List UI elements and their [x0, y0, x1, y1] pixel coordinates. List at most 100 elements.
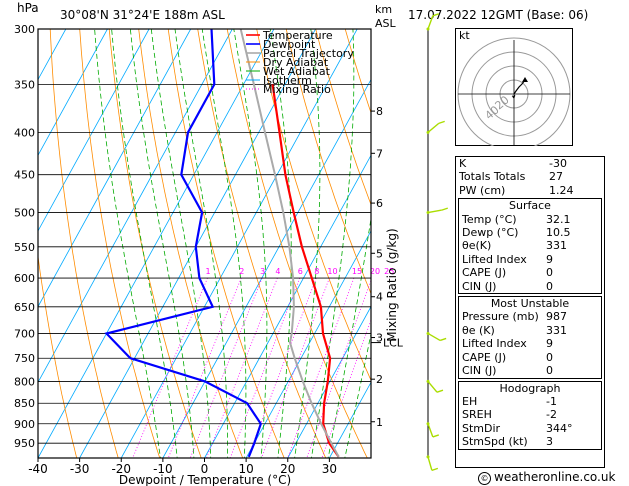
- indices-panel: K -30 Totals Totals 27 PW (cm) 1.24 Surface…: [455, 156, 605, 468]
- index-value: 27: [549, 170, 563, 184]
- x-tick-label: 20: [280, 462, 295, 476]
- dry-adiabat-line: [285, 29, 371, 295]
- isotherm-line: [38, 29, 192, 308]
- location-title: 30°08'N 31°24'E 188m ASL: [60, 8, 225, 22]
- mixing-ratio-line: [167, 277, 242, 458]
- footer-text[interactable]: weatheronline.co.uk: [494, 470, 616, 484]
- isotherm-line: [204, 154, 371, 458]
- hodograph-box-title: Hodograph: [499, 381, 561, 395]
- isotherm-line: [79, 29, 316, 458]
- surface-row: Temp (°C) 32.1: [459, 213, 601, 226]
- surface-key: CIN (J): [462, 279, 497, 293]
- mixing-ratio-label: 25: [384, 267, 394, 276]
- wet-adiabat-line: [327, 215, 371, 458]
- x-axis-label: Dewpoint / Temperature (°C): [119, 473, 291, 486]
- most-unstable-key: θe (K): [462, 323, 495, 337]
- surface-value: 9: [546, 252, 553, 266]
- mixing-ratio-line: [321, 318, 371, 458]
- wind-barbs: [426, 13, 449, 472]
- most-unstable-value: 0: [546, 364, 553, 378]
- wind-barb-flag: [439, 337, 447, 342]
- x-tick-label: -40: [28, 462, 48, 476]
- km-tick-label: 8: [376, 105, 383, 118]
- dry-adiabat-line: [197, 29, 327, 458]
- index-key: K: [459, 157, 467, 170]
- storm-motion-marker: [511, 94, 516, 99]
- pressure-tick-label: 750: [14, 352, 35, 365]
- hodograph-value: -2: [546, 408, 557, 422]
- most-unstable-value: 331: [546, 323, 567, 337]
- wind-barb: [427, 209, 442, 214]
- lcl-label: LCL: [383, 337, 404, 350]
- surface-key: Lifted Index: [462, 252, 527, 266]
- hodograph-value: -1: [546, 394, 557, 408]
- background-lines: [38, 29, 629, 458]
- most-unstable-box: Most Unstable Pressure (mb) 987 θe (K) 331…: [458, 296, 602, 379]
- wind-barb-dot: [426, 130, 430, 134]
- hodograph-row: StmDir 344°: [459, 422, 601, 435]
- km-axis: 8 7 6 5 4 3 2 1 LCL: [371, 105, 404, 429]
- dry-adiabat-line: [38, 253, 78, 458]
- wind-barb-flag: [436, 389, 444, 393]
- mixing-ratio-line: [247, 277, 317, 458]
- wind-barb: [427, 456, 433, 471]
- mixing-ratio-label: 3: [260, 267, 265, 276]
- km-tick-label: 4: [376, 291, 383, 304]
- wind-barb-flag: [438, 120, 445, 125]
- legend-parcel: Parcel Trajectory: [263, 47, 354, 60]
- asl-label: ASL: [375, 17, 397, 30]
- mixing-ratio-line: [306, 279, 371, 458]
- mixing-ratio-labels: 1 2 3 4 6 8 10 15 20 25: [206, 267, 395, 276]
- index-row: PW (cm) 1.24: [456, 184, 604, 197]
- surface-title: Surface: [509, 199, 551, 213]
- surface-value: 0: [546, 266, 553, 280]
- pressure-tick-label: 950: [14, 437, 35, 450]
- dry-adiabat-line: [167, 29, 285, 458]
- wet-adiabat-line: [174, 29, 229, 458]
- wet-adiabat-line: [111, 29, 178, 458]
- legend-mixing-ratio: Mixing Ratio: [263, 83, 331, 96]
- pressure-tick-label: 400: [14, 126, 35, 139]
- x-tick-label: -10: [153, 462, 173, 476]
- mixing-ratio-line: [189, 277, 263, 458]
- surface-value: 331: [546, 239, 567, 253]
- dry-adiabat-line: [611, 29, 629, 458]
- wind-barb: [427, 380, 438, 393]
- y-axis-label: Mixing Ratio (g/kg): [385, 228, 399, 341]
- legend-dewpoint: Dewpoint: [263, 38, 316, 51]
- pressure-tick-label: 900: [14, 418, 35, 431]
- pressure-tick-label: 650: [14, 301, 35, 314]
- hodograph-key: EH: [462, 394, 478, 408]
- km-tick-label: 3: [376, 332, 383, 345]
- datetime-title: 17.07.2022 12GMT (Base: 06): [408, 8, 588, 22]
- wind-barb: [427, 122, 440, 133]
- mixing-ratio-line: [229, 277, 301, 458]
- legend-isotherm: Isotherm: [263, 74, 312, 87]
- series-dewpoint: [104, 29, 263, 458]
- most-unstable-row: Pressure (mb) 987: [459, 310, 601, 323]
- mixing-ratio-label: 4: [275, 267, 280, 276]
- hodograph-row: SREH -2: [459, 408, 601, 421]
- pressure-tick-label: 300: [14, 23, 35, 36]
- wind-barb: [427, 423, 434, 438]
- hodograph: kt 40 20: [455, 28, 573, 146]
- hodograph-title: kt: [459, 29, 470, 42]
- legend-wet-adiabat: Wet Adiabat: [263, 65, 331, 78]
- dry-adiabat-line: [315, 29, 371, 206]
- isotherm-line: [38, 29, 233, 384]
- index-value: -30: [549, 157, 567, 170]
- pressure-tick-label: 600: [14, 272, 35, 285]
- most-unstable-key: Lifted Index: [462, 337, 527, 351]
- mixing-ratio-line: [206, 277, 278, 458]
- dry-adiabat-line: [79, 29, 161, 458]
- x-tick-label: 10: [238, 462, 253, 476]
- mixing-ratio-label: 8: [314, 267, 319, 276]
- hodograph-row: StmSpd (kt) 3: [459, 435, 601, 448]
- hodograph-box: Hodograph EH -1 SREH -2 StmDir 344° StmSpd …: [458, 380, 602, 450]
- most-unstable-title: Most Unstable: [490, 297, 570, 311]
- km-tick-label: 6: [376, 197, 383, 210]
- wet-adiabat-line: [94, 29, 161, 458]
- isotherm-line: [38, 29, 108, 157]
- mixing-ratio-line: [132, 277, 208, 458]
- mixing-ratio-line: [261, 277, 330, 458]
